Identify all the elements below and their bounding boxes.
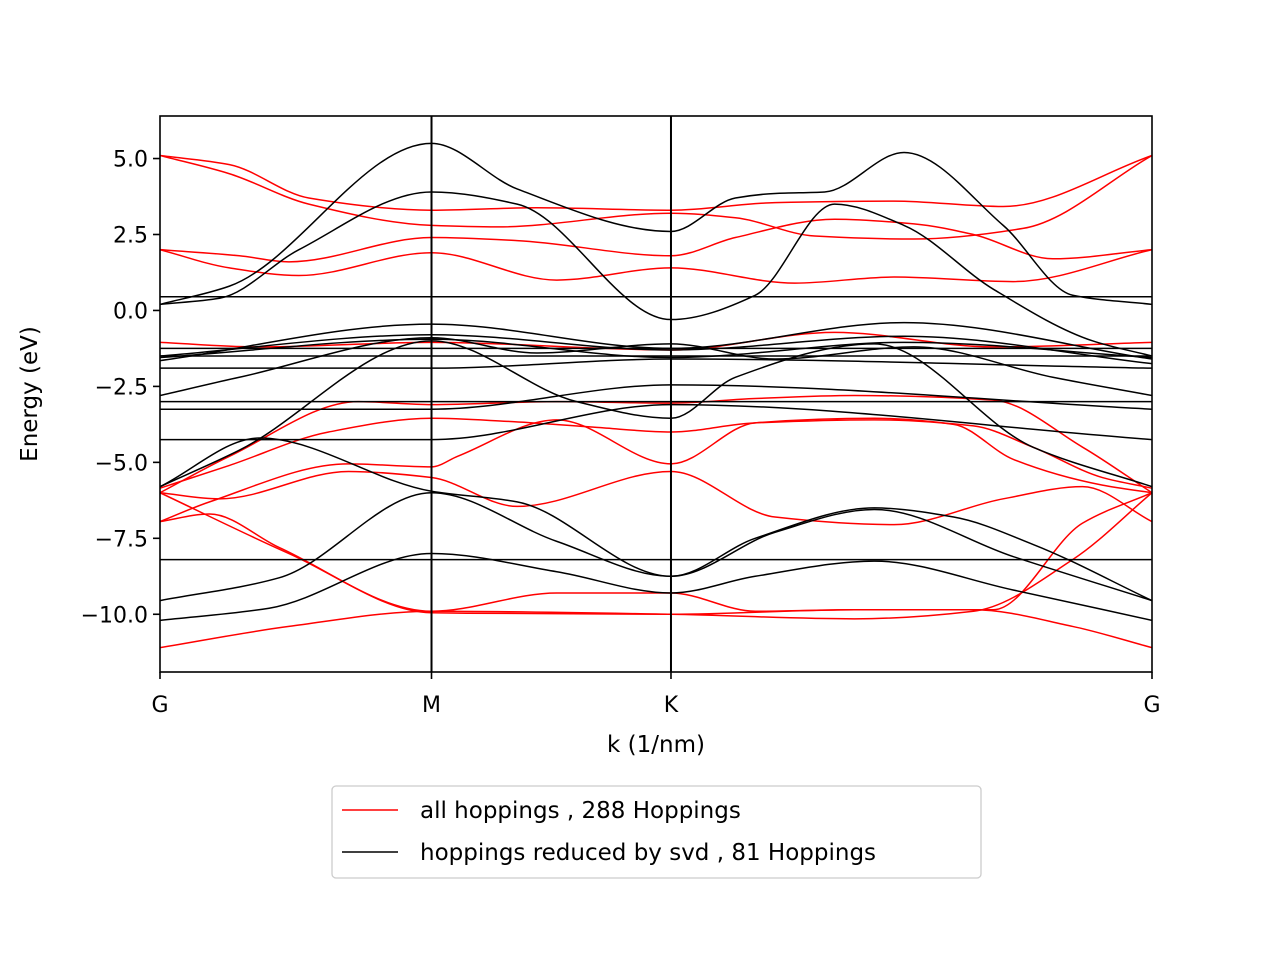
legend-label-reduced-hoppings: hoppings reduced by svd , 81 Hoppings [420, 840, 876, 866]
x-axis-label: k (1/nm) [607, 732, 705, 758]
legend: all hoppings , 288 Hoppings hoppings red… [331, 785, 982, 879]
y-axis-ticks: 5.0 2.5 0.0 −2.5 −5.0 −7.5 −10.0 [81, 148, 160, 628]
x-tick-label-0: G [151, 693, 168, 718]
legend-label-all-hoppings: all hoppings , 288 Hoppings [420, 798, 741, 824]
series-1-band-12 [160, 384, 1152, 410]
plot-area-frame [159, 115, 1153, 673]
y-tick-label-5: −7.5 [95, 527, 148, 552]
series-0-band-7 [160, 417, 1152, 523]
series-0-band-0 [160, 154, 1152, 211]
series-1-band-8 [160, 358, 1152, 369]
x-tick-label-1: M [422, 693, 441, 718]
series-layer [160, 142, 1152, 649]
series-0-band-3 [160, 248, 1152, 284]
y-tick-label-3: −2.5 [95, 375, 148, 400]
legend-box [331, 785, 982, 879]
series-0-band-9 [160, 492, 1152, 612]
x-tick-label-3: G [1143, 693, 1160, 718]
symmetry-point-lines [430, 116, 672, 672]
series-0-band-10 [160, 492, 1152, 649]
series-1-band-16 [160, 552, 1152, 622]
series-1-band-13 [160, 403, 1152, 441]
y-tick-label-6: −10.0 [81, 603, 148, 628]
y-tick-label-4: −5.0 [95, 451, 148, 476]
y-tick-label-0: 5.0 [113, 148, 148, 173]
series-1-band-1 [160, 191, 1152, 357]
series-1 [160, 142, 1152, 622]
series-1-band-0 [160, 142, 1152, 306]
y-axis-label: Energy (eV) [17, 326, 43, 462]
y-tick-label-2: 0.0 [113, 299, 148, 324]
series-0-band-2 [160, 218, 1152, 263]
series-1-band-15 [160, 491, 1152, 602]
x-tick-label-2: K [664, 693, 679, 718]
series-0-band-8 [160, 470, 1152, 526]
y-tick-label-1: 2.5 [113, 223, 148, 248]
